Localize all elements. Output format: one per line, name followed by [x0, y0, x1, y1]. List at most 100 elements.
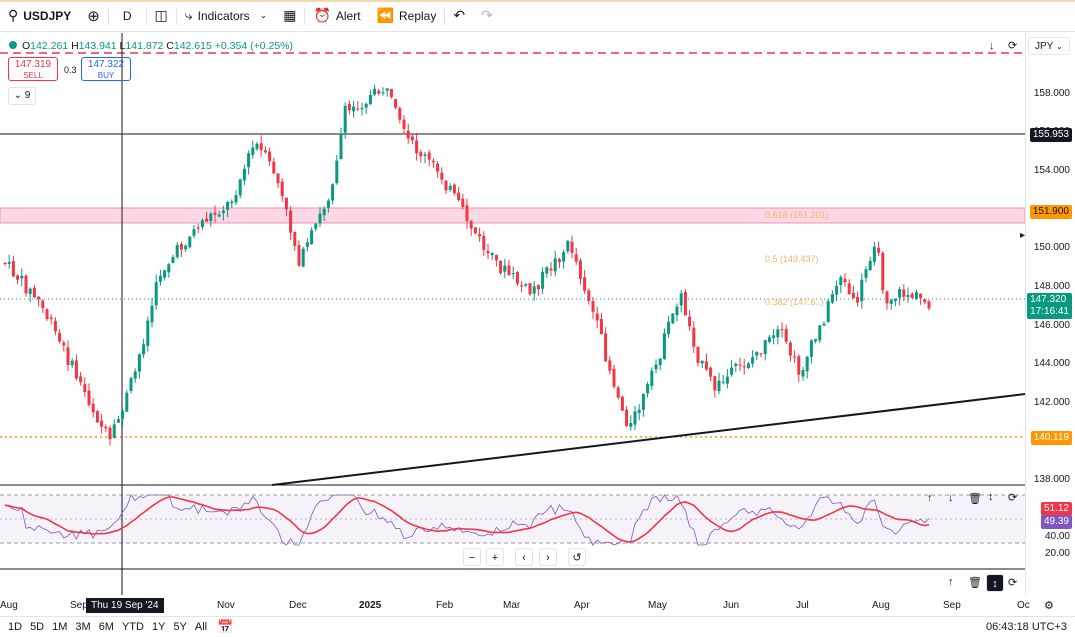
redo-button[interactable]: ↷	[473, 0, 501, 32]
candle-body	[898, 289, 902, 298]
currency-button[interactable]: JPY ⌄	[1028, 37, 1070, 55]
reset-chart-button[interactable]: ↺	[568, 548, 586, 566]
candle-body	[814, 339, 818, 342]
plus-circle-icon: ⊕	[87, 7, 100, 25]
sell-button[interactable]: 147.319 SELL	[8, 57, 58, 81]
high-value: 143.941	[78, 40, 117, 52]
candle-body	[108, 427, 112, 440]
indicators-toggle[interactable]: ⌄ 9	[8, 87, 36, 105]
candle-body	[280, 181, 284, 197]
candle-body	[730, 367, 734, 375]
symbol-search[interactable]: ⚲ USDJPY	[0, 0, 79, 32]
candle-body	[314, 223, 318, 229]
candle-body	[150, 305, 154, 323]
indicators-button[interactable]: ⤷ Indicators ⌄	[177, 0, 275, 32]
price-axis[interactable]: 158.000156.000154.000152.000150.000148.0…	[1025, 33, 1075, 595]
collapse-icon[interactable]: ↕	[988, 491, 994, 503]
time-tick-label: Oc	[1017, 600, 1030, 611]
range-ytd-button[interactable]: YTD	[121, 621, 144, 633]
candle-body	[583, 277, 587, 291]
candle-body	[746, 363, 750, 368]
candle-body	[452, 184, 456, 194]
candle-body	[784, 328, 788, 342]
alert-button[interactable]: ⏰ Alert	[305, 0, 368, 32]
candle-body	[112, 424, 116, 438]
settings-icon[interactable]: ⚙	[1044, 600, 1054, 612]
compare-button[interactable]: ⊕	[79, 0, 108, 32]
price-tick-label: 150.000	[1033, 242, 1070, 253]
arrow-down-icon[interactable]: ↓	[989, 40, 995, 52]
candle-body	[919, 293, 923, 299]
candle-body	[276, 173, 280, 184]
interval-button[interactable]: D	[109, 0, 146, 32]
candle-body	[364, 103, 368, 108]
refresh-icon[interactable]: ⟳	[1008, 492, 1018, 504]
candle-body	[688, 316, 692, 327]
templates-button[interactable]: ▦	[275, 0, 304, 32]
trend-line[interactable]	[271, 393, 1025, 486]
price-chart[interactable]: 0.618 (151.201) 0.5 (149.437) 0.382 (147…	[0, 33, 1025, 595]
candle-body	[709, 367, 713, 377]
range-3m-button[interactable]: 3M	[75, 621, 91, 633]
candle-body	[272, 161, 276, 174]
rsi-value-tag: 51.12	[1040, 502, 1072, 516]
candle-body	[923, 299, 927, 303]
resistance-zone[interactable]	[0, 207, 1025, 224]
range-1d-button[interactable]: 1D	[8, 621, 23, 633]
candle-body	[717, 380, 721, 392]
refresh-icon[interactable]: ⟳	[1008, 577, 1018, 589]
scroll-right-button[interactable]: ›	[539, 548, 557, 566]
candle-body	[373, 88, 377, 95]
price-tick-label: 158.000	[1033, 88, 1070, 99]
candle-body	[402, 119, 406, 129]
candle-body	[713, 376, 717, 391]
candle-body	[805, 356, 809, 372]
range-5y-button[interactable]: 5Y	[173, 621, 187, 633]
undo-button[interactable]: ↶	[445, 0, 473, 32]
trash-icon[interactable]: 🗑	[968, 493, 982, 505]
candle-body	[503, 265, 507, 272]
range-1y-button[interactable]: 1Y	[151, 621, 166, 633]
trash-icon[interactable]: 🗑	[968, 577, 982, 589]
alarm-clock-icon: ⏰	[313, 7, 331, 23]
range-6m-button[interactable]: 6M	[98, 621, 114, 633]
time-axis[interactable]: Aug Sep Nov Dec 2025 Feb Mar Apr May Jun Jul Aug Sep…	[0, 595, 1030, 615]
candle-body	[667, 321, 671, 334]
clock-label[interactable]: 06:43:18 UTC+3	[985, 621, 1067, 633]
zoom-in-button[interactable]: +	[486, 548, 504, 566]
range-5d-button[interactable]: 5D	[30, 621, 45, 633]
move-down-icon[interactable]: ↓	[948, 492, 954, 504]
candle-body	[889, 299, 893, 304]
candle-body	[671, 313, 675, 324]
candle-body	[37, 296, 41, 300]
candle-body	[910, 293, 914, 298]
price-tick-label: 146.000	[1033, 320, 1070, 331]
replay-button[interactable]: ⏪ Replay	[369, 0, 445, 32]
move-up-icon[interactable]: ↑	[927, 492, 933, 504]
chart-type-button[interactable]: ◫	[147, 0, 176, 32]
candle-body	[566, 240, 570, 252]
goto-date-icon[interactable]: 📅	[217, 619, 234, 634]
maximize-pane-button[interactable]: ↕	[986, 574, 1004, 592]
time-tick-label: Jul	[796, 600, 809, 611]
refresh-icon[interactable]: ⟳	[1008, 40, 1018, 52]
candle-body	[268, 151, 272, 162]
high-label: H	[71, 40, 79, 52]
range-all-button[interactable]: All	[194, 621, 208, 633]
candle-body	[133, 371, 137, 379]
candle-body	[557, 259, 561, 263]
candle-body	[79, 376, 83, 383]
candle-body	[877, 247, 881, 253]
scroll-right-icon[interactable]: ▸	[1020, 230, 1025, 241]
buy-button[interactable]: 147.322 BUY	[81, 57, 131, 81]
range-1m-button[interactable]: 1M	[52, 621, 68, 633]
scroll-left-button[interactable]: ‹	[515, 548, 533, 566]
fib-618-label: 0.618 (151.201)	[765, 210, 829, 220]
zoom-out-button[interactable]: −	[463, 548, 481, 566]
time-tick-label: Aug	[0, 600, 18, 611]
candle-body	[822, 323, 826, 326]
time-tick-label: Aug	[872, 600, 890, 611]
candle-body	[599, 318, 603, 335]
candle-body	[856, 296, 860, 303]
move-up-icon[interactable]: ↑	[948, 576, 954, 588]
